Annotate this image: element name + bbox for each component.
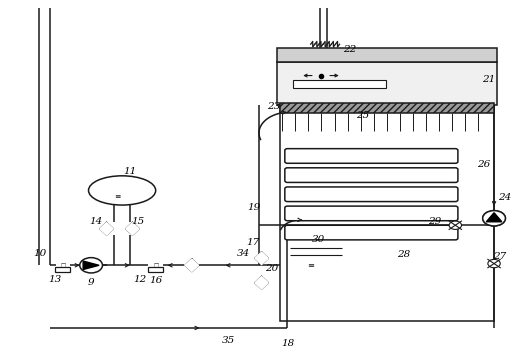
Text: 35: 35: [221, 336, 235, 345]
Text: 27: 27: [493, 252, 506, 261]
Text: 24: 24: [498, 193, 511, 202]
Text: 28: 28: [397, 250, 410, 259]
Polygon shape: [486, 213, 502, 222]
Circle shape: [449, 221, 462, 230]
Polygon shape: [185, 259, 198, 272]
Circle shape: [483, 211, 506, 226]
Text: 14: 14: [90, 217, 103, 226]
FancyBboxPatch shape: [285, 225, 458, 240]
Text: 9: 9: [88, 278, 94, 287]
Text: □: □: [153, 263, 159, 268]
Text: ≡: ≡: [307, 261, 314, 270]
Bar: [277, 48, 497, 62]
Text: □: □: [60, 263, 65, 268]
Text: 29: 29: [428, 217, 441, 226]
Polygon shape: [255, 276, 268, 289]
FancyBboxPatch shape: [285, 206, 458, 221]
Polygon shape: [255, 252, 268, 265]
Bar: [280, 105, 494, 321]
FancyBboxPatch shape: [285, 187, 458, 202]
Polygon shape: [126, 223, 139, 235]
Text: 16: 16: [149, 276, 162, 286]
Text: 17: 17: [246, 238, 260, 247]
FancyBboxPatch shape: [285, 149, 458, 163]
Ellipse shape: [89, 176, 156, 205]
Text: 10: 10: [33, 248, 46, 258]
Text: 20: 20: [265, 264, 279, 273]
Polygon shape: [100, 223, 113, 235]
Circle shape: [488, 259, 500, 268]
Text: 12: 12: [134, 275, 147, 284]
Text: ≡: ≡: [114, 191, 120, 201]
Polygon shape: [83, 261, 99, 270]
Bar: [280, 103, 494, 113]
Text: 18: 18: [281, 339, 294, 348]
Text: 22: 22: [343, 45, 356, 54]
Text: 11: 11: [123, 167, 136, 176]
Text: 15: 15: [131, 217, 144, 226]
Bar: [55, 267, 70, 272]
Circle shape: [80, 258, 103, 273]
Text: 21: 21: [482, 75, 496, 84]
Text: 25: 25: [356, 111, 369, 120]
Text: 23: 23: [267, 103, 280, 111]
Circle shape: [483, 211, 506, 226]
Bar: [277, 62, 497, 105]
Text: 13: 13: [48, 275, 62, 284]
Text: 26: 26: [477, 160, 491, 169]
Text: 34: 34: [237, 248, 250, 258]
Bar: [293, 80, 385, 88]
Text: 30: 30: [312, 235, 325, 244]
Bar: [148, 267, 163, 272]
FancyBboxPatch shape: [285, 168, 458, 182]
Text: 19: 19: [247, 203, 261, 212]
